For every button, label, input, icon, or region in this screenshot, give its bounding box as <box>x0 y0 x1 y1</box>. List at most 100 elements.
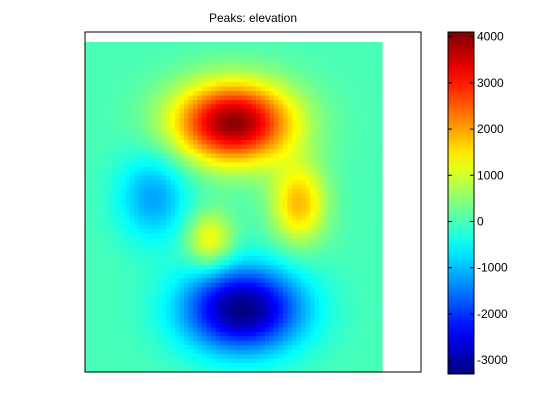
heatmap-cell <box>134 340 140 346</box>
heatmap-cell <box>355 233 361 239</box>
heatmap-cell <box>292 358 298 364</box>
heatmap-cell <box>260 59 266 65</box>
heatmap-cell <box>152 260 158 266</box>
heatmap-cell <box>292 108 298 114</box>
heatmap-cell <box>130 135 136 141</box>
heatmap-cell <box>179 126 185 132</box>
heatmap-cell <box>283 55 289 61</box>
heatmap-cell <box>283 144 289 150</box>
heatmap-cell <box>337 309 343 315</box>
heatmap-cell <box>310 260 316 266</box>
heatmap-cell <box>121 273 127 279</box>
heatmap-cell <box>242 322 248 329</box>
heatmap-cell <box>310 291 316 297</box>
heatmap-cell <box>314 354 320 360</box>
heatmap-cell <box>188 220 194 226</box>
heatmap-cell <box>112 242 118 248</box>
heatmap-cell <box>341 157 347 164</box>
heatmap-cell <box>319 77 325 83</box>
heatmap-cell <box>278 327 284 333</box>
heatmap-cell <box>328 77 334 83</box>
heatmap-cell <box>341 349 347 355</box>
heatmap-cell <box>274 340 280 346</box>
heatmap-cell <box>350 198 356 204</box>
heatmap-cell <box>287 68 293 74</box>
heatmap-cell <box>251 327 257 333</box>
heatmap-cell <box>143 42 149 48</box>
heatmap-cell <box>310 198 316 204</box>
heatmap-cell <box>305 260 311 266</box>
heatmap-cell <box>233 104 239 110</box>
heatmap-cell <box>116 122 122 128</box>
heatmap-cell <box>116 269 122 275</box>
heatmap-cell <box>220 50 226 56</box>
heatmap-cell <box>134 99 140 106</box>
heatmap-cell <box>377 354 383 360</box>
heatmap-cell <box>323 99 329 106</box>
heatmap-cell <box>148 305 154 311</box>
heatmap-cell <box>314 229 320 235</box>
heatmap-cell <box>355 345 361 351</box>
heatmap-cell <box>341 108 347 114</box>
heatmap-cell <box>359 153 365 159</box>
heatmap-cell <box>319 175 325 181</box>
heatmap-cell <box>332 46 338 52</box>
heatmap-cell <box>377 193 383 199</box>
heatmap-cell <box>301 363 307 369</box>
heatmap-cell <box>377 171 383 177</box>
heatmap-cell <box>112 287 118 293</box>
heatmap-cell <box>152 104 158 110</box>
heatmap-cell <box>256 207 262 213</box>
heatmap-cell <box>215 126 221 132</box>
heatmap-cell <box>211 358 217 364</box>
heatmap-cell <box>310 166 316 172</box>
heatmap-cell <box>89 77 95 83</box>
heatmap-cell <box>238 336 244 342</box>
heatmap-cell <box>202 126 208 132</box>
heatmap-cell <box>157 224 163 230</box>
heatmap-cell <box>98 242 104 248</box>
heatmap-cell <box>278 198 284 204</box>
heatmap-cell <box>346 345 352 351</box>
heatmap-cell <box>121 287 127 293</box>
heatmap-cell <box>215 175 221 181</box>
heatmap-cell <box>287 309 293 315</box>
heatmap-cell <box>256 184 262 190</box>
heatmap-cell <box>278 117 284 123</box>
heatmap-cell <box>166 50 172 56</box>
heatmap-cell <box>233 198 239 204</box>
heatmap-cell <box>377 278 383 284</box>
heatmap-cell <box>184 367 190 373</box>
heatmap-cell <box>251 55 257 61</box>
heatmap-cell <box>134 198 140 204</box>
heatmap-cell <box>179 157 185 164</box>
heatmap-cell <box>130 166 136 172</box>
heatmap-cell <box>152 296 158 302</box>
heatmap-cell <box>278 358 284 364</box>
heatmap-cell <box>103 322 109 329</box>
heatmap-cell <box>121 108 127 114</box>
heatmap-cell <box>247 140 253 146</box>
heatmap-cell <box>314 91 320 97</box>
heatmap-cell <box>130 108 136 114</box>
heatmap-cell <box>278 46 284 52</box>
heatmap-cell <box>215 42 221 48</box>
heatmap-cell <box>94 131 100 137</box>
heatmap-cell <box>359 256 365 262</box>
heatmap-cell <box>265 99 271 106</box>
heatmap-cell <box>152 55 158 61</box>
heatmap-cell <box>202 282 208 288</box>
heatmap-cell <box>278 367 284 373</box>
heatmap-cell <box>373 273 379 279</box>
heatmap-cell <box>139 180 145 186</box>
heatmap-cell <box>251 198 257 204</box>
heatmap-cell <box>98 305 104 311</box>
heatmap-cell <box>143 135 149 141</box>
heatmap-cell <box>229 264 235 271</box>
heatmap-cell <box>256 269 262 275</box>
heatmap-cell <box>296 229 302 235</box>
heatmap-cell <box>170 180 176 186</box>
heatmap-cell <box>233 314 239 320</box>
heatmap-cell <box>134 42 140 48</box>
heatmap-cell <box>256 358 262 364</box>
